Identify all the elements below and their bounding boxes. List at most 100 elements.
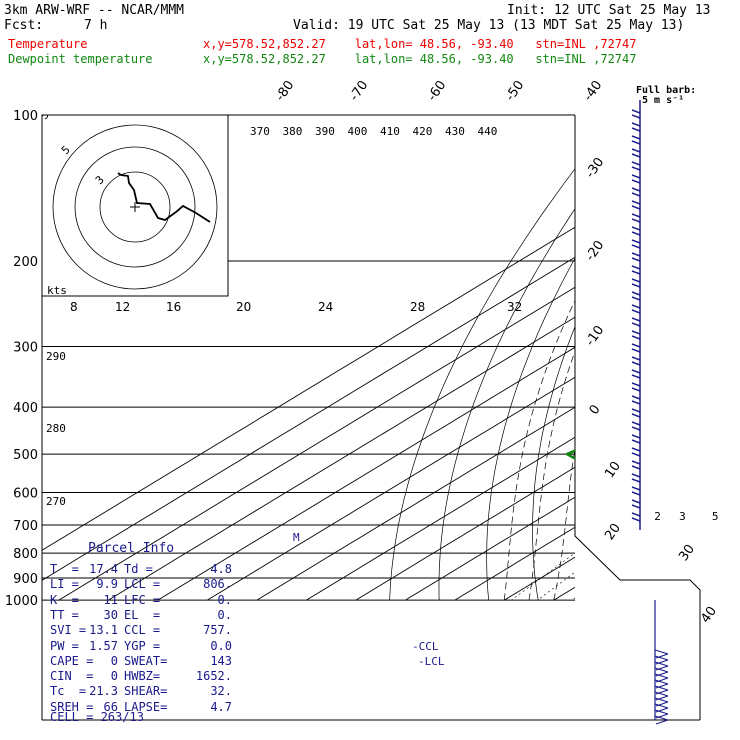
barb-legend-value: 5 m s⁻¹ [642, 95, 684, 106]
pressure-label: 700 [13, 519, 38, 534]
wind-barb [631, 291, 641, 296]
parcel-info-key: SVI = [50, 623, 87, 638]
isotherm-label: 0 [587, 402, 604, 417]
dry-adiabats [389, 115, 720, 601]
moist-adiabat [603, 261, 684, 600]
parcel-info-value: 17.4 [89, 562, 118, 576]
parcel-info-value: 0 [110, 669, 118, 684]
pressure-label: 200 [13, 255, 38, 270]
isotherm [702, 115, 740, 600]
wind-barb [631, 439, 641, 444]
pressure-label: 400 [13, 401, 38, 416]
wind-barb [631, 322, 641, 327]
barb-legend-title: Full barb: [636, 85, 696, 96]
wind-barb [631, 382, 641, 387]
parcel-info-value: 21.3 [89, 684, 118, 699]
parcel-info-key: PW = [50, 638, 79, 653]
isotherm [355, 466, 575, 601]
isotherm-label: 30 [676, 542, 698, 564]
wind-barb [631, 304, 641, 309]
parcel-info-value: 143 [210, 653, 232, 668]
wind-barb [654, 679, 669, 685]
isotherm [206, 376, 575, 601]
hodograph-ring [52, 124, 218, 290]
wind-barb [631, 361, 641, 366]
wind-barb [631, 343, 641, 348]
wind-barb [631, 499, 641, 504]
parcel-info-value: 1652. [195, 669, 232, 684]
wind-barb [631, 161, 641, 166]
hodo-speed-label: 24 [318, 300, 333, 314]
model-title: 3km ARW-WRF -- NCAR/MMM [4, 3, 185, 18]
wind-barb [631, 317, 641, 322]
moist-adiabat [653, 261, 740, 600]
dry-adiabat [438, 208, 575, 601]
wind-barb [654, 667, 669, 673]
isotherm-label: -10 [583, 323, 607, 349]
isotherm-label: -50 [503, 78, 527, 104]
hodo-speed-label: 20 [236, 300, 251, 314]
temperature-legend: Temperature [8, 37, 88, 51]
wind-barb [631, 213, 641, 218]
hodo-speed-label: 12 [115, 300, 130, 314]
dewpoint-line [565, 449, 575, 561]
wind-barb [631, 252, 641, 257]
isotherm-label: 10 [602, 459, 624, 481]
pressure-label: 1000 [5, 594, 38, 609]
wind-barb [631, 356, 641, 361]
parcel-info-key: Td = [124, 562, 153, 576]
theta-label: 290 [46, 350, 66, 363]
mixing-ratio-label: 2 [654, 510, 661, 523]
mixing-ratio-lines [511, 552, 575, 601]
wind-barb [631, 239, 641, 244]
parcel-info-key: TT = [50, 607, 79, 622]
wind-barb [631, 135, 641, 140]
hodo-speed-label: 16 [166, 300, 181, 314]
parcel-info-title: Parcel Info [88, 541, 175, 556]
isotherm-label: -30 [583, 155, 607, 181]
wind-barb [654, 685, 669, 691]
parcel-info-value: 4.7 [210, 699, 232, 714]
hodograph-trace [117, 172, 211, 223]
theta-label: 280 [46, 422, 66, 435]
wind-barb [631, 374, 641, 379]
wind-barb [655, 683, 669, 689]
moist-adiabats [503, 261, 740, 601]
dry-adiabat [389, 168, 575, 601]
parcel-info-key: LCL = [124, 577, 161, 592]
parcel-info-value: 11 [103, 592, 118, 607]
ccl-label: -CCL [412, 640, 439, 653]
hodo-speed-label: 28 [410, 300, 425, 314]
parcel-info-value: 32. [210, 684, 232, 699]
wind-barb [655, 677, 669, 683]
wind-barb [655, 665, 669, 671]
wind-barb [631, 205, 641, 210]
wind-barb [631, 218, 641, 223]
isotherm [653, 115, 740, 600]
mixing-ratio-label: 5 [712, 510, 719, 523]
pressure-label: 900 [13, 572, 38, 587]
wind-barb [654, 697, 669, 703]
isotherm [553, 586, 575, 601]
pressure-label: 800 [13, 547, 38, 562]
isotherm-label: 40 [698, 604, 720, 626]
theta-label: 410 [380, 125, 400, 138]
parcel-info-value: 0. [217, 592, 232, 607]
parcel-info-value: 0. [217, 607, 232, 622]
kts-label: kts [47, 284, 67, 297]
wind-barb [631, 473, 641, 478]
wind-barb [631, 109, 641, 114]
hodograph-ring [99, 171, 171, 243]
dry-adiabat [577, 115, 720, 600]
isotherm [404, 496, 575, 601]
wind-barb [655, 707, 669, 713]
theta-label: 270 [46, 495, 66, 508]
parcel-info-value: 30 [103, 607, 118, 622]
wind-barb [631, 486, 641, 491]
parcel-info-key: LI = [50, 577, 79, 592]
wind-barb [631, 283, 641, 288]
hodograph: 553 [42, 115, 218, 290]
parcel-info-key: EL = [124, 607, 161, 622]
forecast-hour: 7 h [84, 18, 108, 33]
parcel-info-key: Tc = [50, 684, 87, 699]
